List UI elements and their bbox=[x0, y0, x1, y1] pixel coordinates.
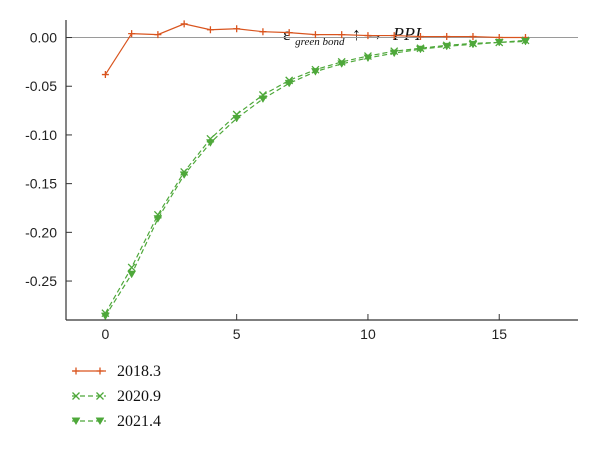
data-point bbox=[521, 37, 530, 46]
legend-swatch-marker bbox=[72, 367, 80, 375]
data-point bbox=[416, 33, 424, 41]
data-point bbox=[390, 32, 398, 40]
series-2020.9 bbox=[101, 36, 530, 318]
data-point bbox=[233, 25, 241, 33]
data-point bbox=[127, 270, 137, 279]
legend-item: 2021.4 bbox=[71, 413, 161, 430]
title-variable: PPI bbox=[392, 24, 422, 44]
data-point bbox=[180, 20, 188, 28]
data-point bbox=[259, 28, 267, 36]
legend-swatch-marker bbox=[96, 367, 104, 375]
data-point bbox=[100, 312, 110, 321]
y-tick-label: -0.05 bbox=[25, 78, 57, 94]
x-tick-label: 15 bbox=[491, 326, 507, 342]
y-tick-label: 0.00 bbox=[30, 30, 57, 46]
data-point bbox=[154, 31, 162, 39]
y-tick-label: -0.15 bbox=[25, 176, 57, 192]
data-point bbox=[258, 95, 268, 103]
data-point bbox=[468, 40, 478, 49]
legend-item: 2018.3 bbox=[72, 363, 161, 380]
data-point bbox=[443, 33, 451, 41]
data-point bbox=[469, 33, 477, 41]
data-point bbox=[338, 31, 346, 39]
data-point bbox=[416, 45, 425, 54]
plot-area: 0.00 -0.05 -0.10 -0.15 -0.20 -0.25 0 5 10 15 bbox=[25, 20, 578, 342]
legend-swatch-marker bbox=[95, 417, 105, 426]
title-symbol: ε bbox=[283, 24, 291, 44]
legend-swatch-marker bbox=[72, 392, 80, 400]
chart-title: ε green bond ↑ → PPI bbox=[283, 24, 422, 49]
legend: 2018.3 2020.9 2021.4 bbox=[71, 363, 161, 430]
y-tick-label: -0.10 bbox=[25, 127, 57, 143]
y-tick-label: -0.25 bbox=[25, 273, 57, 289]
x-tick-label: 5 bbox=[233, 326, 241, 342]
x-tick-label: 0 bbox=[101, 326, 109, 342]
legend-label: 2018.3 bbox=[117, 363, 161, 380]
x-tick-label: 10 bbox=[360, 326, 376, 342]
data-point bbox=[127, 263, 136, 272]
data-point bbox=[205, 139, 215, 147]
series-2018.3 bbox=[101, 20, 529, 79]
legend-item: 2020.9 bbox=[72, 388, 161, 405]
data-point bbox=[364, 32, 372, 40]
data-point bbox=[284, 79, 294, 88]
legend-label: 2020.9 bbox=[117, 388, 161, 405]
data-point bbox=[494, 38, 504, 47]
title-subscript: green bond bbox=[295, 36, 345, 48]
data-point bbox=[311, 31, 319, 39]
data-point bbox=[389, 49, 399, 58]
series-2021.4 bbox=[100, 37, 530, 321]
data-point bbox=[128, 30, 136, 38]
legend-swatch-marker bbox=[96, 392, 104, 400]
series-line bbox=[104, 40, 526, 317]
data-point bbox=[153, 215, 163, 223]
data-point bbox=[337, 60, 347, 68]
data-point bbox=[363, 54, 373, 63]
data-point bbox=[232, 114, 242, 123]
data-point bbox=[206, 26, 214, 34]
data-point bbox=[179, 171, 189, 179]
y-tick-label: -0.20 bbox=[25, 224, 57, 240]
legend-swatch-marker bbox=[71, 417, 81, 426]
legend-label: 2021.4 bbox=[117, 413, 161, 430]
data-point bbox=[285, 29, 293, 37]
data-point bbox=[442, 42, 452, 51]
data-point bbox=[101, 71, 109, 79]
data-point bbox=[310, 68, 320, 76]
series-line bbox=[104, 39, 526, 314]
